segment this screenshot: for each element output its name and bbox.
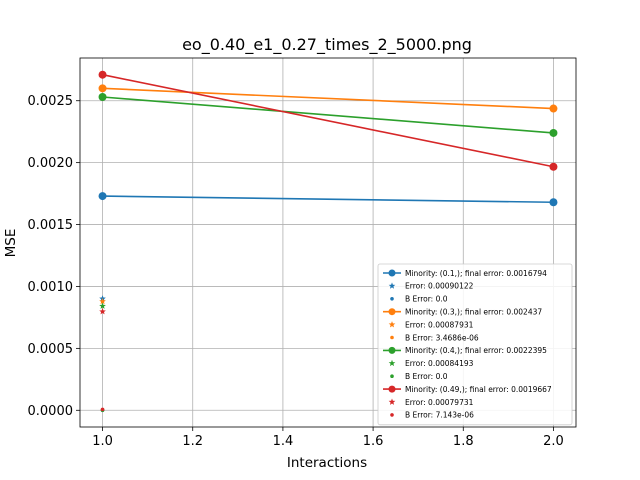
- legend-dot-marker: [390, 413, 394, 417]
- x-tick-label: 1.4: [273, 434, 294, 449]
- grid: [80, 58, 576, 427]
- series-line: [102, 87, 554, 110]
- legend-label: Minority: (0.1,); final error: 0.0016794: [405, 269, 547, 278]
- legend-marker: [388, 269, 396, 277]
- series-point: [549, 104, 558, 113]
- error-points: [99, 295, 106, 413]
- error-star-point: [99, 302, 106, 309]
- legend-dot-marker: [390, 335, 394, 340]
- legend-label: B Error: 0.0: [405, 372, 448, 381]
- y-axis-label: MSE: [3, 229, 19, 258]
- legend-label: B Error: 0.0: [405, 295, 448, 304]
- b-error-point: [100, 407, 105, 412]
- y-tick-label: 0.0000: [28, 404, 74, 419]
- y-tick-label: 0.0010: [28, 280, 74, 295]
- legend-label: B Error: 7.143e-06: [405, 411, 474, 420]
- y-tick-label: 0.0015: [28, 218, 74, 233]
- y-tick-label: 0.0005: [28, 342, 74, 357]
- legend-label: Error: 0.00090122: [405, 282, 474, 291]
- legend-label: Minority: (0.49,); final error: 0.001966…: [405, 385, 552, 394]
- legend-dot-marker: [390, 297, 394, 301]
- y-tick-label: 0.0020: [28, 156, 74, 171]
- legend-marker: [388, 385, 396, 393]
- legend-box: [377, 263, 573, 426]
- series-point: [98, 93, 107, 102]
- series-point: [98, 70, 107, 79]
- legend-label: Minority: (0.3,); final error: 0.002437: [405, 308, 542, 317]
- y-tick-label: 0.0025: [28, 94, 74, 109]
- legend-label: B Error: 3.4686e-06: [405, 333, 479, 342]
- legend-dot-marker: [390, 374, 394, 379]
- series-point: [549, 198, 558, 207]
- series-point: [549, 162, 558, 171]
- x-tick-label: 1.0: [92, 434, 113, 449]
- x-axis-label: Interactions: [287, 455, 367, 471]
- x-tick-label: 1.6: [363, 434, 384, 449]
- legend-marker: [388, 308, 396, 316]
- error-star-point: [99, 308, 106, 315]
- series-line: [102, 195, 554, 204]
- legend-star-marker: [388, 282, 396, 289]
- error-star-point: [99, 297, 106, 305]
- legend-marker: [388, 346, 396, 354]
- legend-star-marker: [388, 321, 396, 328]
- legend-label: Error: 0.00079731: [405, 398, 474, 407]
- legend-star-marker: [388, 359, 396, 367]
- legend-star-marker: [388, 398, 396, 405]
- axis-ticks: 1.0 1.2 1.4 1.6 1.8 2.0 0.0000 0.0005 0.0010 0.00…: [28, 94, 564, 449]
- legend: Minority: (0.1,); final error: 0.0016794…: [377, 263, 573, 426]
- series-point: [98, 84, 107, 93]
- series-point: [549, 128, 558, 137]
- series-point: [98, 192, 107, 201]
- plot-frame: [79, 57, 577, 428]
- x-tick-label: 2.0: [543, 434, 564, 449]
- series-line: [102, 96, 554, 134]
- legend-label: Error: 0.00087931: [405, 320, 474, 329]
- legend-label: Error: 0.00084193: [405, 359, 474, 368]
- series-line: [102, 73, 554, 168]
- series-lines: [98, 70, 558, 207]
- x-tick-label: 1.2: [182, 434, 203, 449]
- x-tick-label: 1.8: [453, 434, 474, 449]
- legend-label: Minority: (0.4,); final error: 0.0022395: [405, 346, 547, 355]
- chart-title: eo_0.40_e1_0.27_times_2_5000.png: [182, 35, 472, 55]
